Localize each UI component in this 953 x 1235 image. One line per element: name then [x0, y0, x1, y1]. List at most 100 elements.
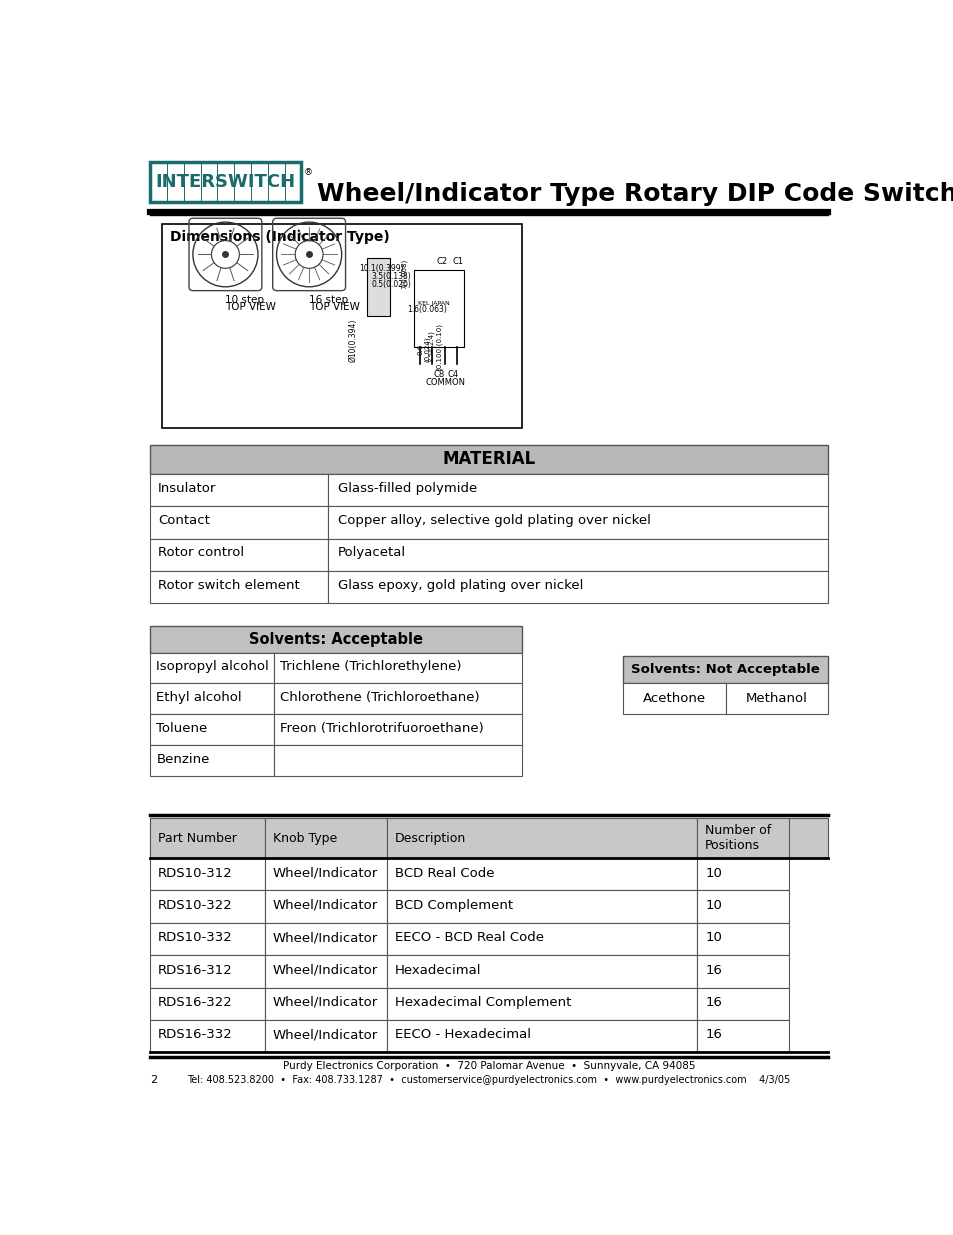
Bar: [150, 538, 328, 571]
Text: Rotor switch element: Rotor switch element: [158, 579, 299, 592]
Text: Solvents: Not Acceptable: Solvents: Not Acceptable: [631, 663, 820, 677]
Bar: [150, 626, 521, 652]
Bar: [162, 224, 521, 427]
Text: MATERIAL: MATERIAL: [442, 451, 535, 468]
Text: Wheel/Indicator: Wheel/Indicator: [273, 995, 377, 1009]
Text: INTERSWITCH: INTERSWITCH: [155, 173, 295, 191]
Text: BCD Complement: BCD Complement: [395, 899, 513, 911]
Bar: [697, 955, 788, 988]
Text: TOP VIEW: TOP VIEW: [225, 303, 276, 312]
Bar: [265, 890, 387, 923]
Bar: [265, 858, 387, 890]
Text: EECO - Hexadecimal: EECO - Hexadecimal: [395, 1029, 531, 1041]
Bar: [274, 652, 521, 683]
Text: Hexadecimal: Hexadecimal: [395, 963, 481, 977]
Bar: [387, 858, 697, 890]
Bar: [387, 890, 697, 923]
Text: Isopropyl alcohol: Isopropyl alcohol: [156, 661, 269, 673]
Bar: [150, 988, 265, 1020]
Text: C8: C8: [433, 370, 444, 379]
Bar: [150, 162, 301, 203]
Bar: [367, 258, 390, 316]
Bar: [387, 818, 697, 858]
Text: Solvents: Acceptable: Solvents: Acceptable: [249, 631, 423, 647]
Text: RDS10-332: RDS10-332: [158, 931, 233, 945]
Bar: [274, 714, 521, 745]
Bar: [274, 745, 521, 776]
Text: Wheel/Indicator: Wheel/Indicator: [273, 867, 377, 879]
Text: TOP VIEW: TOP VIEW: [309, 303, 359, 312]
Text: Chlorothene (Trichloroethane): Chlorothene (Trichloroethane): [280, 692, 479, 704]
Text: Polyacetal: Polyacetal: [337, 546, 405, 559]
Text: Tel: 408.523.8200  •  Fax: 408.733.1287  •  customerservice@purdyelectronics.com: Tel: 408.523.8200 • Fax: 408.733.1287 • …: [187, 1074, 790, 1084]
Text: 0.5(0.020): 0.5(0.020): [371, 280, 411, 289]
Bar: [387, 1020, 697, 1052]
Bar: [265, 818, 387, 858]
Text: Part Number: Part Number: [158, 831, 236, 845]
Bar: [150, 445, 827, 474]
Bar: [697, 890, 788, 923]
Text: C1: C1: [452, 257, 463, 266]
Bar: [725, 683, 827, 714]
Text: 16: 16: [704, 1029, 721, 1041]
Text: RDS16-322: RDS16-322: [158, 995, 233, 1009]
Text: Glass-filled polymide: Glass-filled polymide: [337, 482, 476, 494]
Bar: [697, 988, 788, 1020]
Bar: [150, 683, 274, 714]
Text: Hexadecimal Complement: Hexadecimal Complement: [395, 995, 571, 1009]
Text: Benzine: Benzine: [156, 752, 210, 766]
Bar: [697, 858, 788, 890]
Bar: [414, 270, 464, 347]
Text: 10: 10: [704, 899, 721, 911]
Text: RDS10-312: RDS10-312: [158, 867, 233, 879]
Bar: [265, 988, 387, 1020]
Text: Toluene: Toluene: [156, 721, 208, 735]
Text: ®: ®: [303, 168, 313, 177]
Text: 16: 16: [704, 963, 721, 977]
Bar: [150, 923, 265, 955]
Bar: [622, 656, 827, 683]
Text: Knob Type: Knob Type: [273, 831, 336, 845]
Bar: [328, 571, 827, 603]
Text: Trichlene (Trichlorethylene): Trichlene (Trichlorethylene): [280, 661, 461, 673]
Text: Wheel/Indicator: Wheel/Indicator: [273, 1029, 377, 1041]
Text: EECO - BCD Real Code: EECO - BCD Real Code: [395, 931, 543, 945]
Text: 16: 16: [704, 995, 721, 1009]
Text: COMMON: COMMON: [425, 378, 465, 387]
Bar: [697, 1020, 788, 1052]
Text: Methanol: Methanol: [745, 693, 807, 705]
Text: Freon (Trichlorotrifuoroethane): Freon (Trichlorotrifuoroethane): [280, 721, 484, 735]
Text: Acethone: Acethone: [642, 693, 705, 705]
Text: Wheel/Indicator: Wheel/Indicator: [273, 963, 377, 977]
Text: RDS10-322: RDS10-322: [158, 899, 233, 911]
Text: RDS16-332: RDS16-332: [158, 1029, 233, 1041]
Text: Wheel/Indicator: Wheel/Indicator: [273, 931, 377, 945]
Text: Wheel/Indicator: Wheel/Indicator: [273, 899, 377, 911]
Text: Number of
Positions: Number of Positions: [704, 824, 771, 852]
Text: 16 step: 16 step: [309, 294, 348, 305]
Bar: [265, 923, 387, 955]
Text: 7(0.008): 7(0.008): [401, 259, 407, 289]
Text: Insulator: Insulator: [158, 482, 216, 494]
Text: 0.6
(0.024): 0.6 (0.024): [416, 337, 430, 362]
Bar: [150, 506, 328, 538]
Bar: [274, 683, 521, 714]
Bar: [150, 818, 827, 858]
Bar: [150, 858, 265, 890]
Bar: [328, 474, 827, 506]
Text: 10: 10: [704, 931, 721, 945]
Text: Dimensions (Indicator Type): Dimensions (Indicator Type): [170, 230, 389, 243]
Text: Rotor control: Rotor control: [158, 546, 244, 559]
Text: RDS16-312: RDS16-312: [158, 963, 233, 977]
Bar: [697, 923, 788, 955]
Text: C4: C4: [447, 370, 457, 379]
Text: Purdy Electronics Corporation  •  720 Palomar Avenue  •  Sunnyvale, CA 94085: Purdy Electronics Corporation • 720 Palo…: [282, 1061, 695, 1071]
Text: 10.1(0.399): 10.1(0.399): [359, 264, 404, 273]
Bar: [387, 923, 697, 955]
Text: BCD Real Code: BCD Real Code: [395, 867, 495, 879]
Text: Contact: Contact: [158, 514, 210, 527]
Bar: [622, 683, 725, 714]
Text: Ø10(0.394): Ø10(0.394): [349, 319, 357, 362]
Bar: [265, 1020, 387, 1052]
Bar: [150, 652, 274, 683]
